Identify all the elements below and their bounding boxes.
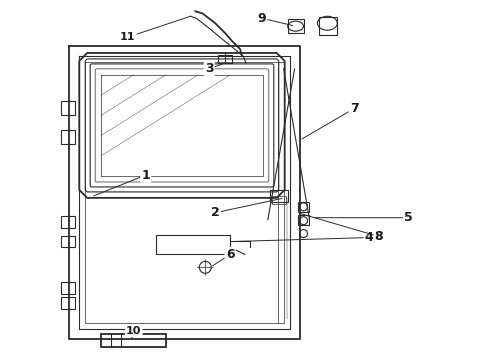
Text: 3: 3 (205, 62, 214, 75)
Bar (288, 19, 303, 33)
Bar (61, 282, 75, 294)
Bar (272, 196, 286, 204)
Text: 10: 10 (126, 326, 142, 336)
Text: 8: 8 (375, 230, 383, 243)
Bar (218, 55, 232, 63)
Bar (297, 215, 310, 225)
Bar (61, 297, 75, 309)
Text: 2: 2 (211, 206, 220, 219)
Bar (297, 202, 310, 212)
Text: 9: 9 (258, 12, 266, 25)
Bar (61, 100, 75, 114)
Text: 7: 7 (350, 102, 359, 115)
Bar (319, 17, 337, 35)
Bar (156, 235, 230, 255)
Bar (270, 190, 288, 202)
Bar (61, 235, 75, 247)
Text: 1: 1 (142, 168, 150, 181)
Text: 5: 5 (404, 211, 413, 224)
Bar (61, 130, 75, 144)
Text: 6: 6 (226, 248, 234, 261)
Bar (61, 216, 75, 228)
Text: 4: 4 (365, 231, 373, 244)
Text: 11: 11 (120, 32, 136, 42)
